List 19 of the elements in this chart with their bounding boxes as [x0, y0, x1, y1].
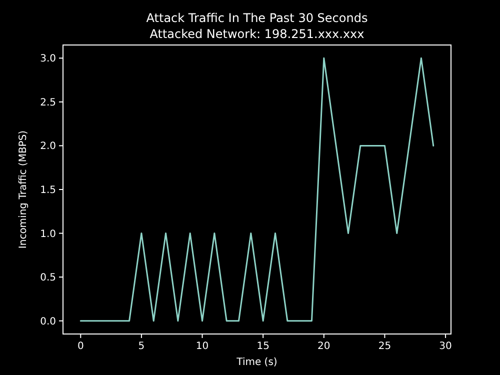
y-tick-label: 0.5: [40, 272, 56, 284]
x-tick-label: 25: [378, 341, 392, 352]
line-series: [80, 57, 434, 322]
y-tick-label: 3.0: [40, 54, 56, 65]
y-tick-label: 0.0: [40, 316, 56, 328]
chart-title: Attack Traffic In The Past 30 Seconds: [146, 11, 368, 25]
x-tick-label: 20: [318, 341, 330, 352]
x-tick-label: 5: [138, 341, 145, 352]
x-tick-label: 15: [256, 341, 270, 352]
x-tick-label: 30: [439, 341, 452, 352]
x-tick-label: 0: [77, 341, 84, 352]
x-tick-label: 10: [196, 341, 209, 352]
y-tick-label: 2.5: [40, 97, 56, 108]
y-tick-label: 1.5: [40, 185, 56, 196]
x-axis-title: Time (s): [236, 357, 278, 368]
chart-subtitle: Attacked Network: 198.251.xxx.xxx: [150, 27, 364, 41]
y-tick-label: 1.0: [40, 228, 56, 240]
y-tick-label: 2.0: [40, 141, 56, 152]
y-axis-title: Incoming Traffic (MBPS): [18, 130, 29, 249]
